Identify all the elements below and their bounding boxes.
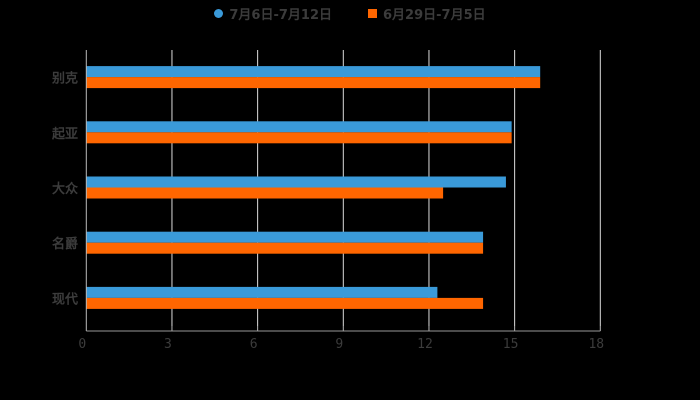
- bar-series-2[interactable]: [86, 297, 484, 309]
- bar-series-2[interactable]: [86, 132, 512, 144]
- axes: [85, 50, 601, 332]
- y-category-label: 别克: [51, 71, 78, 87]
- legend-item-series-2[interactable]: 6月29日-7月5日: [368, 4, 486, 23]
- y-category-label: 名爵: [52, 236, 78, 252]
- x-tick-label: 15: [503, 337, 519, 352]
- y-category-label: 大众: [52, 181, 78, 197]
- x-tick-label: 18: [588, 337, 604, 352]
- bar-series-1[interactable]: [86, 231, 484, 243]
- bar-series-2[interactable]: [86, 187, 444, 199]
- x-tick-label: 3: [164, 337, 172, 352]
- circle-marker-icon: [214, 8, 224, 18]
- legend-item-series-1[interactable]: 7月6日-7月12日: [214, 4, 332, 23]
- bar-series-2[interactable]: [86, 242, 484, 254]
- x-tick-label: 0: [78, 337, 86, 352]
- bar-series-2[interactable]: [86, 77, 541, 89]
- bar-series-1[interactable]: [86, 121, 512, 133]
- x-tick-label: 6: [250, 337, 258, 352]
- legend-label-series-1: 7月6日-7月12日: [229, 7, 332, 23]
- chart-legend: 7月6日-7月12日 6月29日-7月5日: [0, 4, 700, 23]
- x-tick-label: 12: [417, 337, 433, 352]
- bars: [86, 66, 541, 309]
- bar-series-1[interactable]: [86, 176, 506, 188]
- y-category-label: 起亚: [51, 126, 78, 142]
- legend-label-series-2: 6月29日-7月5日: [383, 7, 486, 23]
- square-marker-icon: [368, 8, 377, 18]
- bar-series-1[interactable]: [86, 66, 541, 78]
- x-tick-label: 9: [335, 337, 343, 352]
- y-category-label: 现代: [52, 291, 78, 307]
- bar-series-1[interactable]: [86, 286, 438, 298]
